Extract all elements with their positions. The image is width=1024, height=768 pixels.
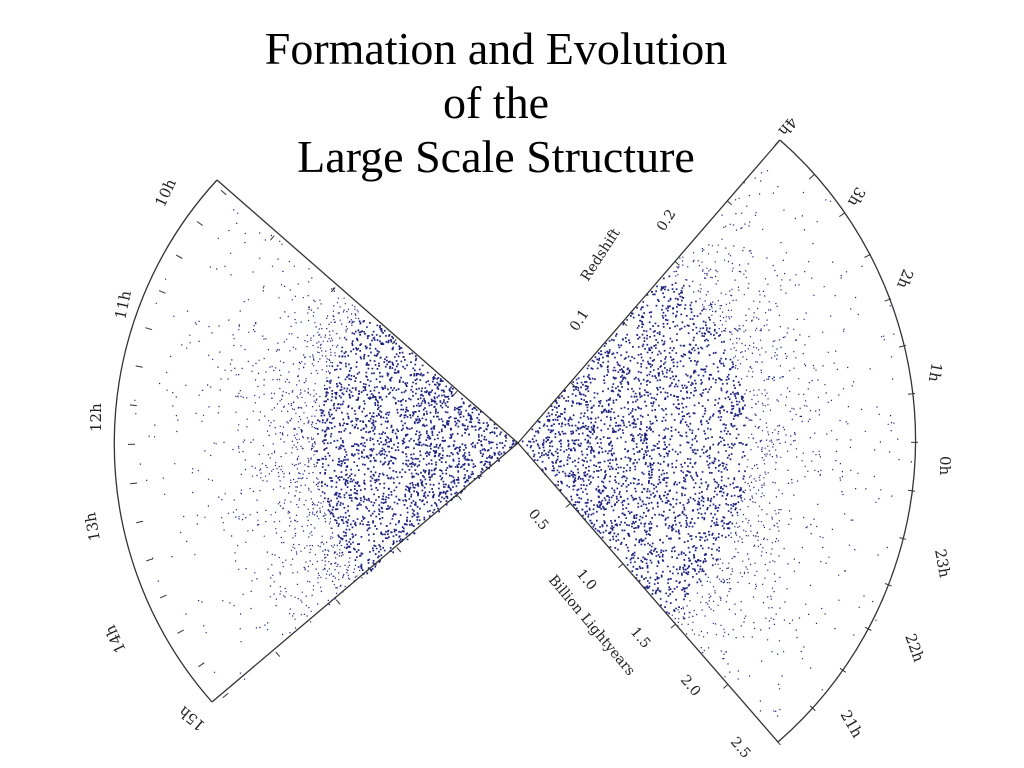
radial-edge-tick (391, 338, 397, 345)
radial-edge-tick (270, 235, 275, 241)
right-arc-tick (899, 537, 907, 540)
hour-label-21h: 21h (837, 707, 867, 741)
hour-label-22h: 22h (901, 631, 928, 664)
axis-ticks (127, 139, 918, 746)
redshift-axis: Redshift 0.1 0.2 (567, 207, 680, 334)
left-hour-labels: 10h 11h 12h 13h 14h 15h (81, 176, 208, 735)
left-arc-tick (222, 692, 229, 699)
right-arc-tick (809, 705, 816, 711)
radial-edge-tick (723, 684, 729, 689)
distance-axis: 0.5 1.0 1.5 2.0 2.5 Billion Lightyears (525, 506, 754, 761)
right-arc-tick (898, 344, 907, 348)
left-arc-tick (159, 594, 167, 599)
radial-edge-tick (674, 260, 680, 266)
right-arc-tick (839, 667, 847, 673)
distance-tick-0-5: 0.5 (525, 506, 552, 533)
hour-label-2h: 2h (893, 267, 917, 292)
left-arc-tick (158, 290, 166, 294)
title-line-1: Formation and Evolution (264, 23, 728, 74)
left-arc-tick (145, 327, 153, 331)
redshift-tick-0-2: 0.2 (654, 207, 680, 234)
radial-edge-tick (622, 321, 628, 327)
left-arc-tick (129, 404, 137, 407)
title-line-3: Large Scale Structure (297, 131, 695, 182)
radial-edge-tick (670, 623, 676, 629)
distance-tick-2-5: 2.5 (727, 734, 754, 761)
left-arc-tick (130, 482, 138, 485)
hour-label-14h: 14h (101, 622, 130, 656)
right-wedge-outline (517, 139, 917, 743)
right-arc-tick (907, 393, 915, 395)
hour-label-11h: 11h (111, 289, 135, 321)
right-arc-tick (808, 174, 815, 180)
left-arc-tick (198, 662, 205, 668)
right-arc-tick (864, 626, 872, 631)
radial-edge-tick (618, 563, 624, 569)
right-arc-tick (884, 583, 892, 587)
distance-tick-1-0: 1.0 (573, 566, 600, 593)
radial-edge-tick (396, 547, 402, 553)
right-arc-tick (774, 139, 780, 146)
hour-label-13h: 13h (81, 511, 104, 543)
redshift-tick-0-1: 0.1 (567, 307, 593, 334)
galaxy-point-cloud (134, 170, 913, 717)
radial-edge-tick (457, 494, 462, 501)
right-arc-tick (864, 253, 871, 258)
radial-edge-tick (569, 382, 576, 387)
distance-tick-2-0: 2.0 (677, 672, 704, 699)
title-line-2: of the (442, 77, 549, 128)
radial-edge-tick (335, 599, 341, 605)
hour-label-1h: 1h (925, 361, 946, 383)
hour-label-0h: 0h (936, 456, 954, 476)
right-arc-tick (908, 489, 916, 492)
hour-label-23h: 23h (931, 548, 954, 580)
distance-tick-1-5: 1.5 (627, 624, 654, 651)
galaxy-points (134, 170, 913, 717)
left-arc-tick (146, 558, 154, 562)
left-arc-tick (175, 254, 183, 259)
right-arc-tick (839, 212, 846, 218)
radial-edge-tick (330, 287, 336, 293)
radial-edge-tick (452, 390, 458, 397)
redshift-axis-label: Redshift (578, 225, 624, 284)
radial-edge-tick (726, 200, 732, 206)
left-arc-tick (136, 520, 144, 524)
hour-label-15h: 15h (175, 702, 209, 734)
left-wedge-outline (113, 179, 519, 703)
radial-edge-tick (275, 651, 281, 657)
slide-title: Formation and Evolution of the Large Sca… (0, 22, 992, 184)
hour-label-3h: 3h (844, 184, 869, 210)
left-arc-tick (135, 365, 143, 368)
radial-edge-tick (565, 503, 571, 508)
right-hour-labels: 4h 3h 2h 1h 0h 23h 22h 21h (774, 113, 954, 741)
right-arc-tick (884, 298, 892, 302)
left-arc-tick (196, 221, 203, 226)
hour-label-12h: 12h (87, 403, 105, 432)
left-arc-tick (177, 629, 184, 634)
right-arc-tick (775, 739, 781, 746)
left-arc-tick (220, 189, 227, 196)
